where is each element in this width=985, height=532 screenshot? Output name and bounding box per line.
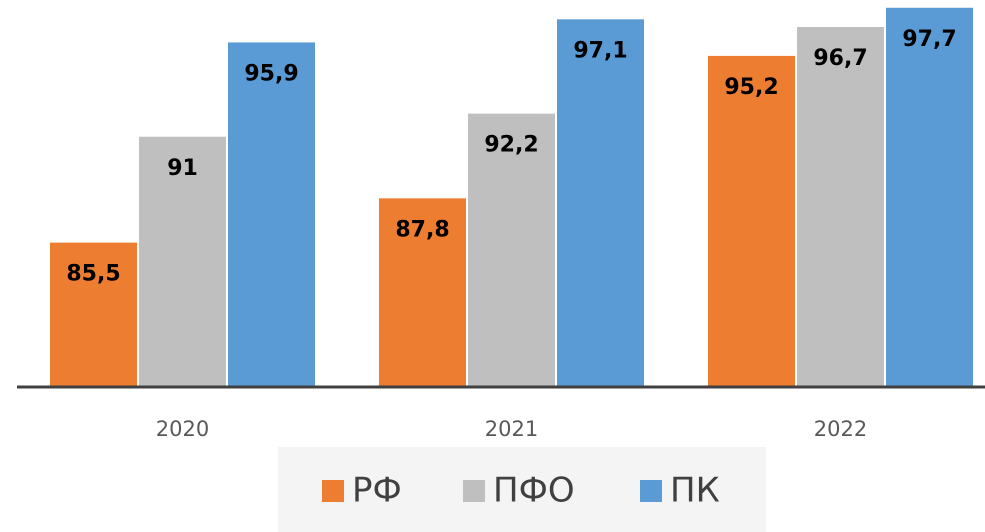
x-tick-label: 2020 [156,417,209,441]
value-label: 85,5 [66,262,120,287]
bar [139,136,226,387]
x-tick-label: 2021 [485,417,538,441]
legend-label: РФ [352,471,402,511]
value-label: 87,8 [395,217,449,242]
bar [228,42,315,388]
legend-swatch [463,480,485,502]
bar [468,113,555,388]
legend-swatch [322,480,344,502]
value-label: 91 [167,156,198,181]
bar [557,19,644,387]
value-label: 97,7 [902,27,956,52]
x-tick-label: 2022 [814,417,867,441]
bar [50,242,137,387]
legend-background [278,447,766,532]
legend-label: ПК [670,471,720,511]
bar [886,7,973,388]
value-label: 95,2 [724,75,778,100]
bar [797,27,884,388]
value-label: 92,2 [484,133,538,158]
bar [708,55,795,388]
value-label: 96,7 [813,46,867,71]
value-label: 97,1 [573,38,627,63]
legend-label: ПФО [493,471,575,511]
value-label: 95,9 [244,61,298,86]
legend-swatch [640,480,662,502]
bar [379,198,466,387]
